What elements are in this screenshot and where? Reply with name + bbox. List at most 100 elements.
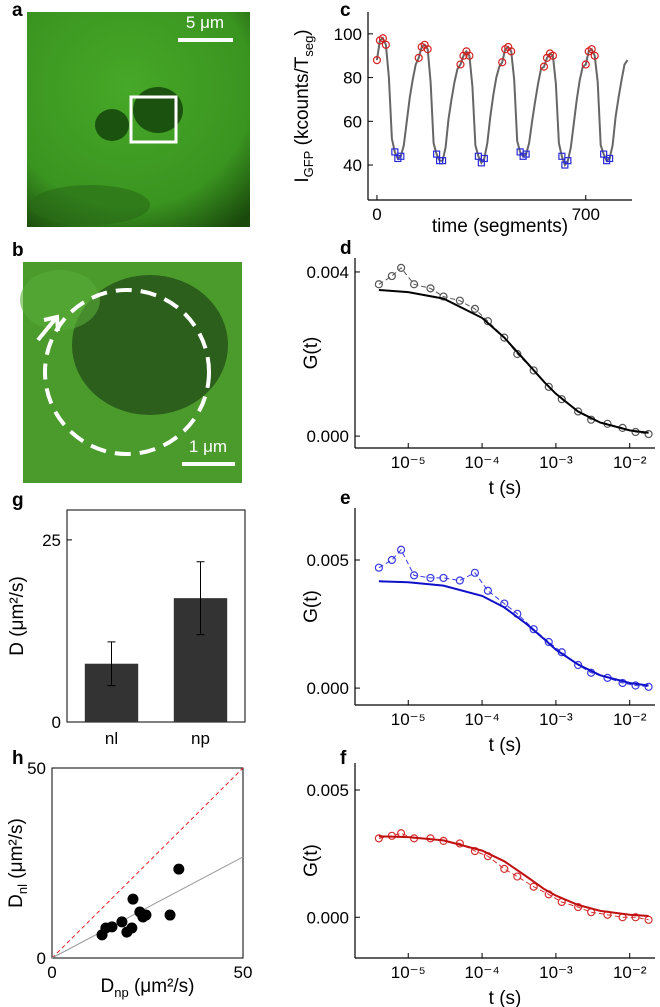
data-point: [127, 893, 139, 905]
scan-path: [43, 288, 211, 456]
y-tick-label: 80: [343, 69, 362, 88]
panel-label: g: [12, 490, 24, 511]
series-line: [378, 580, 649, 687]
data-point: [539, 62, 549, 71]
data-point: [544, 382, 553, 391]
data-point: [439, 292, 448, 301]
data-point: [558, 152, 566, 160]
label-part: t (s): [489, 988, 522, 1007]
label-part: time (segments): [432, 216, 568, 237]
error-bar: [107, 641, 116, 687]
subscript: GFP: [301, 151, 316, 178]
label-part: G(t): [301, 844, 322, 877]
label-part: G(t): [301, 590, 322, 623]
data-point: [470, 568, 480, 577]
data-point: [173, 863, 185, 875]
subscript: seg: [301, 36, 316, 57]
panel-label: f: [340, 748, 347, 769]
x-tick-label: 10⁻³: [539, 710, 573, 729]
x-tick-label: 10⁻²: [613, 963, 647, 982]
data-point: [381, 40, 390, 49]
x-tick-label: 10⁻⁵: [391, 710, 426, 729]
y-axis-label: G(t): [301, 844, 322, 877]
data-point: [574, 407, 583, 416]
data-point: [455, 576, 464, 585]
data-point: [164, 909, 176, 921]
y-axis-label: D (μm²/s): [7, 576, 28, 656]
data-point: [396, 545, 406, 554]
data-point: [455, 296, 464, 305]
data-point: [631, 681, 640, 690]
series-line: [378, 267, 649, 435]
data-point: [116, 916, 128, 928]
data-point: [397, 152, 405, 160]
data-point: [465, 51, 474, 60]
data-point: [470, 304, 480, 313]
data-point: [480, 154, 488, 163]
x-tick-label: 10⁻⁵: [391, 453, 426, 472]
data-point: [500, 333, 509, 342]
label-part: (μm²/s): [129, 976, 195, 997]
data-point: [126, 922, 138, 934]
label-part: G(t): [301, 337, 322, 370]
series-line: [378, 835, 649, 917]
data-point: [423, 45, 432, 54]
x-axis-label: time (segments): [432, 216, 568, 237]
data-point: [581, 60, 590, 69]
x-tick-label: 10⁻⁴: [464, 710, 499, 729]
data-point: [574, 660, 583, 670]
y-axis-label: IGFP (kcounts/Tseg): [292, 29, 316, 182]
fit-line: [51, 856, 244, 959]
panel-label: h: [12, 748, 24, 769]
panel-label: b: [12, 240, 24, 261]
label-part: ): [292, 29, 313, 35]
panel-label: e: [340, 488, 351, 509]
x-tick-label: 0: [372, 205, 381, 224]
label-part: t (s): [489, 478, 522, 499]
data-point: [426, 573, 435, 583]
y-tick-label: 0.005: [306, 781, 349, 800]
subscript: nl: [15, 884, 30, 894]
label-part: D: [6, 894, 27, 908]
data-point: [378, 34, 388, 43]
data-point: [587, 45, 596, 54]
x-tick-label: np: [191, 729, 210, 748]
x-axis-label: t (s): [489, 478, 522, 499]
data-point: [529, 882, 538, 891]
data-point: [557, 395, 566, 404]
x-tick-label: 10⁻³: [539, 963, 573, 982]
data-point: [522, 150, 530, 158]
data-point: [498, 58, 507, 67]
x-tick-label: 10⁻²: [613, 710, 647, 729]
x-axis-label: t (s): [489, 735, 522, 756]
series-line: [378, 548, 649, 688]
data-point: [513, 872, 522, 881]
x-tick-label: 700: [572, 205, 600, 224]
label-part: (kcounts/T: [292, 56, 313, 150]
data-point: [483, 586, 493, 595]
data-point: [507, 47, 516, 56]
data-point: [374, 280, 383, 289]
x-tick-label: 10⁻⁴: [464, 963, 499, 982]
x-tick-label: 10⁻³: [539, 453, 573, 472]
data-point: [372, 55, 382, 65]
y-axis-label: G(t): [301, 337, 322, 370]
data-point: [396, 263, 406, 272]
data-point: [548, 51, 558, 60]
label-part: D (μm²/s): [7, 576, 28, 656]
series-line: [378, 289, 649, 434]
data-point: [409, 280, 419, 289]
label-part: (μm²/s): [6, 818, 27, 884]
data-point: [544, 637, 553, 647]
y-axis-label: Dnl (μm²/s): [6, 818, 30, 908]
data-point: [426, 284, 435, 293]
data-point: [396, 829, 406, 838]
label-part: I: [292, 177, 313, 182]
panel-label: d: [340, 238, 352, 259]
data-point: [374, 834, 383, 843]
data-point: [439, 573, 448, 583]
data-point: [137, 911, 149, 923]
dark-region: [30, 185, 150, 225]
x-tick-label: 50: [234, 963, 253, 982]
